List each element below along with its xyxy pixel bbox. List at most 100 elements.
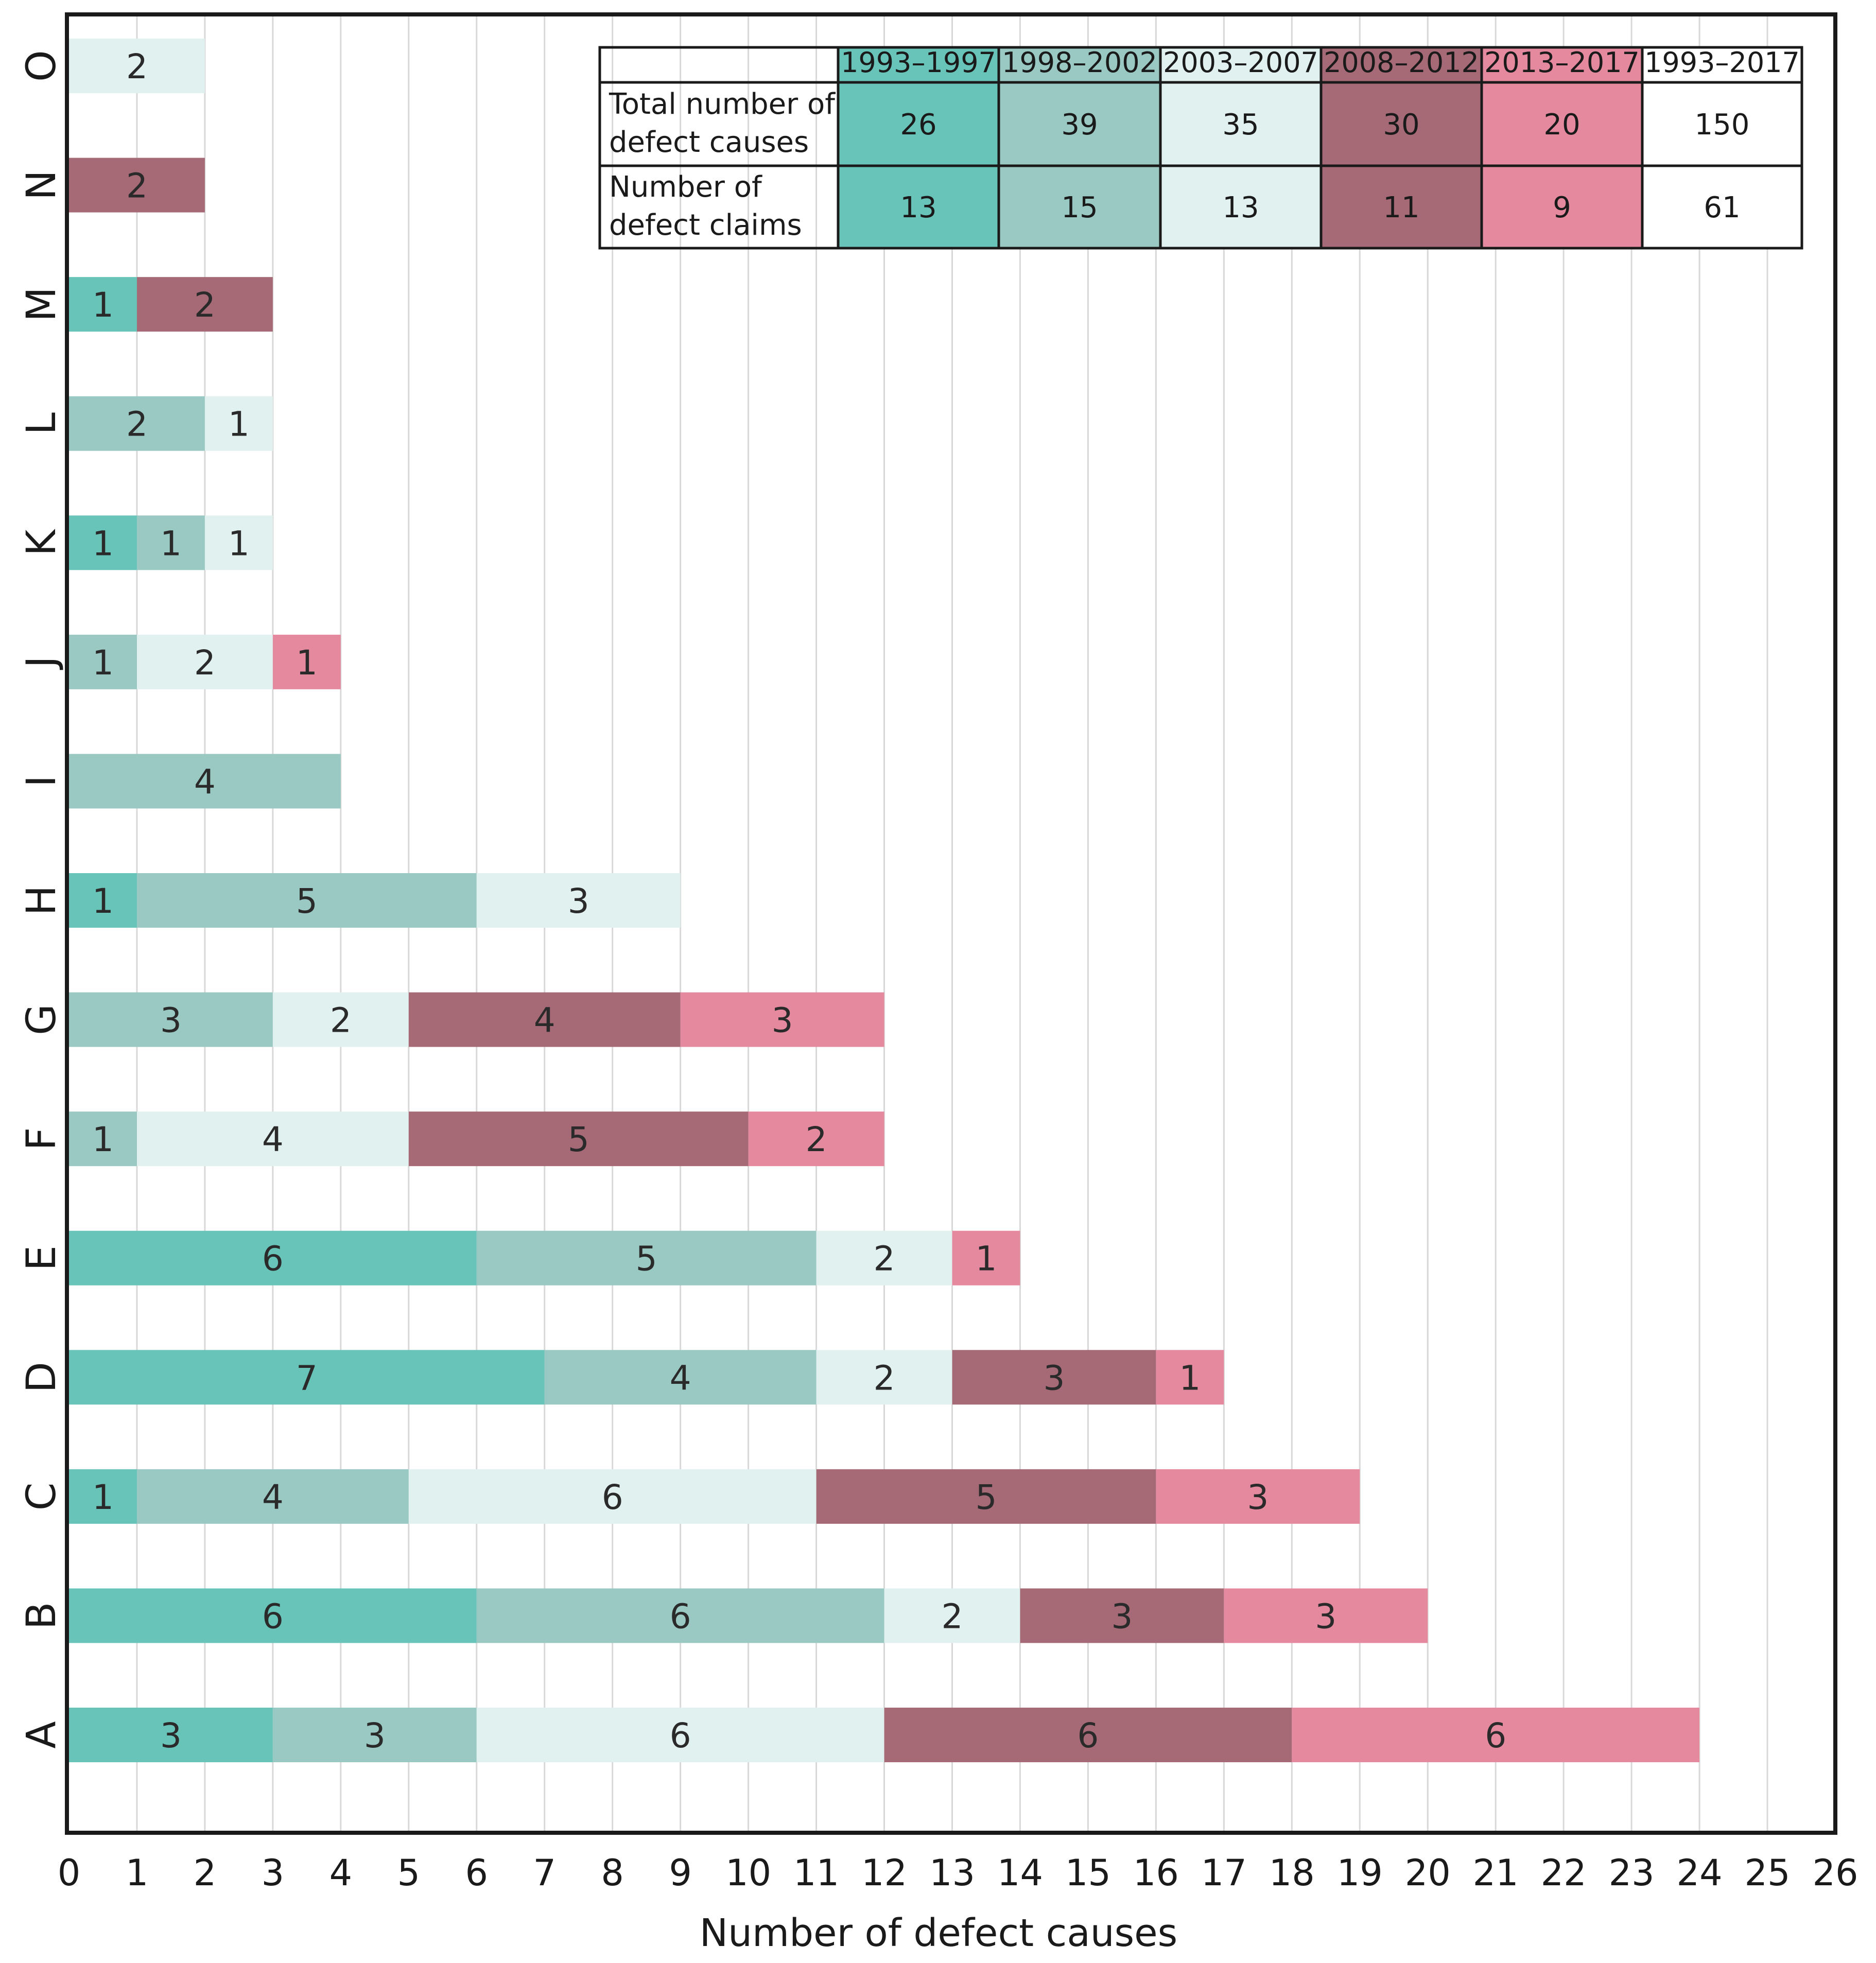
y-tick-label: H bbox=[19, 885, 65, 916]
bar-segment bbox=[69, 1708, 273, 1762]
x-tick-label: 3 bbox=[262, 1852, 285, 1894]
bar-segment bbox=[476, 1708, 884, 1762]
bar-value-label: 1 bbox=[160, 524, 182, 563]
bar-value-label: 3 bbox=[568, 881, 589, 921]
bar-value-label: 1 bbox=[1179, 1358, 1201, 1398]
bar-segment bbox=[69, 39, 205, 93]
y-tick-label: C bbox=[19, 1483, 65, 1510]
x-tick-label: 10 bbox=[725, 1852, 771, 1894]
bar-value-label: 6 bbox=[670, 1596, 691, 1636]
bar-value-label: 4 bbox=[534, 1001, 555, 1040]
bars: 3 3 6 6 66 6 2 3 31 4 6 5 37 4 2 3 16 5 2 11 4 5 23 2 4 31 5 341 2 11… bbox=[69, 39, 1700, 1762]
bar-value-label: 1 bbox=[92, 285, 114, 325]
bar-segment bbox=[952, 1230, 1020, 1285]
x-tick-label: 15 bbox=[1065, 1852, 1111, 1894]
bar-segment bbox=[680, 992, 884, 1047]
bar-value-label: 6 bbox=[1077, 1716, 1099, 1756]
y-tick-label: G bbox=[19, 1004, 65, 1035]
bar-value-label: 4 bbox=[262, 1120, 284, 1159]
bar-value-label: 2 bbox=[194, 643, 216, 683]
bar-group-a: 3 3 6 6 6 bbox=[69, 1708, 1700, 1762]
table-cell-value: 20 bbox=[1543, 108, 1580, 142]
bar-value-label: 2 bbox=[806, 1120, 827, 1159]
table-cell-value: 9 bbox=[1553, 191, 1571, 224]
y-tick-label: E bbox=[19, 1245, 65, 1271]
x-tick-label: 24 bbox=[1677, 1852, 1723, 1894]
table-header-cell: 2013–2017 bbox=[1484, 46, 1640, 79]
bar-segment bbox=[69, 515, 137, 570]
bar-group-n: 2 bbox=[69, 158, 205, 213]
y-tick-label: M bbox=[19, 287, 65, 321]
table-cell-value: 13 bbox=[1222, 191, 1259, 224]
grid-lines bbox=[136, 16, 1768, 1831]
x-tick-label: 11 bbox=[793, 1852, 839, 1894]
bar-segment bbox=[136, 515, 205, 570]
y-tick-label: K bbox=[19, 529, 65, 556]
y-tick-label: I bbox=[19, 775, 65, 787]
x-tick-label: 0 bbox=[58, 1852, 81, 1894]
x-tick-label: 16 bbox=[1133, 1852, 1179, 1894]
bar-value-label: 1 bbox=[228, 524, 250, 563]
bar-value-label: 3 bbox=[160, 1001, 182, 1040]
bar-value-label: 1 bbox=[228, 405, 250, 444]
table-cell-value: 39 bbox=[1061, 108, 1098, 142]
bar-value-label: 3 bbox=[364, 1716, 386, 1756]
table-border bbox=[598, 46, 1803, 250]
bar-value-label: 4 bbox=[670, 1358, 691, 1398]
bar-group-f: 1 4 5 2 bbox=[69, 1111, 884, 1167]
bar-group-b: 6 6 2 3 3 bbox=[69, 1588, 1428, 1643]
bar-value-label: 3 bbox=[772, 1001, 793, 1040]
bar-group-j: 1 2 1 bbox=[69, 634, 341, 689]
bar-value-label: 1 bbox=[296, 643, 318, 683]
x-tick-label: 20 bbox=[1405, 1852, 1451, 1894]
table-header-cell: 1993–1997 bbox=[841, 46, 996, 79]
bar-value-label: 1 bbox=[92, 1478, 114, 1517]
table-cell-value: 150 bbox=[1695, 108, 1750, 142]
y-tick-label: N bbox=[19, 170, 65, 200]
bar-segment bbox=[272, 992, 409, 1047]
bar-segment bbox=[69, 634, 137, 689]
x-tick-label: 6 bbox=[465, 1852, 488, 1894]
bar-value-label: 1 bbox=[975, 1239, 997, 1279]
bar-segment bbox=[1292, 1708, 1700, 1762]
bar-segment bbox=[136, 277, 273, 332]
bar-value-label: 3 bbox=[1111, 1596, 1133, 1636]
y-tick-label: D bbox=[19, 1362, 65, 1393]
bar-segment bbox=[884, 1588, 1020, 1643]
table-column-fill bbox=[1160, 47, 1321, 248]
plot-frame bbox=[65, 12, 1837, 1835]
summary-table: 1993–1997 1998–2002 2003–2007 2008–2012 2013… bbox=[598, 46, 1803, 250]
bar-segment bbox=[1156, 1350, 1224, 1405]
bar-segment bbox=[69, 1111, 137, 1167]
bar-segment bbox=[69, 873, 137, 928]
x-tick-label: 25 bbox=[1744, 1852, 1790, 1894]
bar-segment bbox=[204, 515, 273, 570]
bar-value-label: 6 bbox=[262, 1596, 284, 1636]
bar-segment bbox=[136, 1111, 409, 1167]
bar-segment bbox=[476, 1230, 817, 1285]
bar-value-label: 3 bbox=[160, 1716, 182, 1756]
x-tick-label: 12 bbox=[861, 1852, 907, 1894]
bar-segment bbox=[69, 1469, 137, 1524]
table-header-cell: 2003–2007 bbox=[1163, 46, 1318, 79]
y-tick-label: F bbox=[19, 1127, 65, 1151]
x-tick-label: 4 bbox=[329, 1852, 353, 1894]
y-tick-label: O bbox=[19, 50, 65, 81]
x-axis-title: Number of defect causes bbox=[700, 1911, 1178, 1955]
bar-segment bbox=[69, 1350, 545, 1405]
bar-value-label: 5 bbox=[568, 1120, 589, 1159]
table-header-cell: 1998–2002 bbox=[1002, 46, 1157, 79]
bar-value-label: 3 bbox=[1315, 1596, 1336, 1636]
bar-segment bbox=[69, 1588, 477, 1643]
bar-group-g: 3 2 4 3 bbox=[69, 992, 884, 1047]
table-column-fill bbox=[1642, 47, 1802, 248]
bar-value-label: 6 bbox=[1485, 1716, 1506, 1756]
y-tick-label: B bbox=[19, 1602, 65, 1630]
bar-value-label: 2 bbox=[126, 405, 148, 444]
x-tick-label: 21 bbox=[1473, 1852, 1519, 1894]
bar-value-label: 7 bbox=[296, 1358, 318, 1398]
bar-value-label: 1 bbox=[92, 643, 114, 683]
bar-group-i: 4 bbox=[69, 754, 341, 809]
bar-segment bbox=[748, 1111, 884, 1167]
